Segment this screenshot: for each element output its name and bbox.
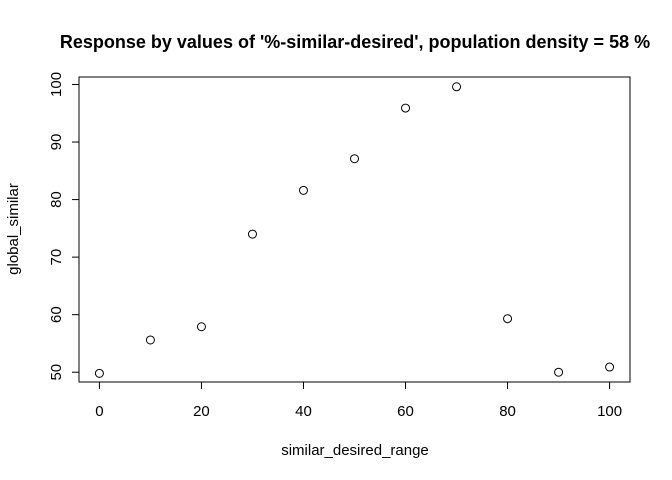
y-tick-label: 90 — [48, 134, 65, 151]
chart-title: Response by values of '%-similar-desired… — [60, 32, 650, 52]
data-point — [401, 103, 411, 113]
x-tick-label: 20 — [193, 403, 210, 420]
x-axis: 0 20 40 60 80 100 — [95, 381, 622, 420]
x-tick-label: 40 — [295, 403, 312, 420]
y-tick-label: 70 — [48, 249, 65, 266]
x-axis-label: similar_desired_range — [281, 442, 429, 459]
plot-frame — [78, 76, 631, 383]
y-tick-label: 80 — [48, 191, 65, 208]
y-axis-label: global_similar — [5, 183, 22, 275]
data-point — [247, 229, 257, 239]
data-points — [94, 82, 615, 378]
data-point — [196, 322, 206, 332]
data-point — [94, 368, 104, 378]
y-tick-label: 50 — [48, 364, 65, 381]
x-tick-label: 80 — [499, 403, 516, 420]
y-axis: 50 60 70 80 90 100 — [48, 72, 80, 381]
y-tick-label: 100 — [48, 72, 65, 97]
data-point — [350, 154, 359, 164]
x-tick-label: 100 — [597, 403, 622, 420]
x-tick-label: 60 — [397, 403, 414, 420]
data-point — [554, 367, 564, 377]
data-point — [605, 362, 615, 372]
data-point — [145, 335, 155, 345]
data-point — [452, 82, 462, 92]
data-point — [503, 314, 513, 324]
data-point — [298, 185, 308, 195]
y-tick-label: 60 — [48, 306, 65, 323]
x-tick-label: 0 — [95, 403, 103, 420]
